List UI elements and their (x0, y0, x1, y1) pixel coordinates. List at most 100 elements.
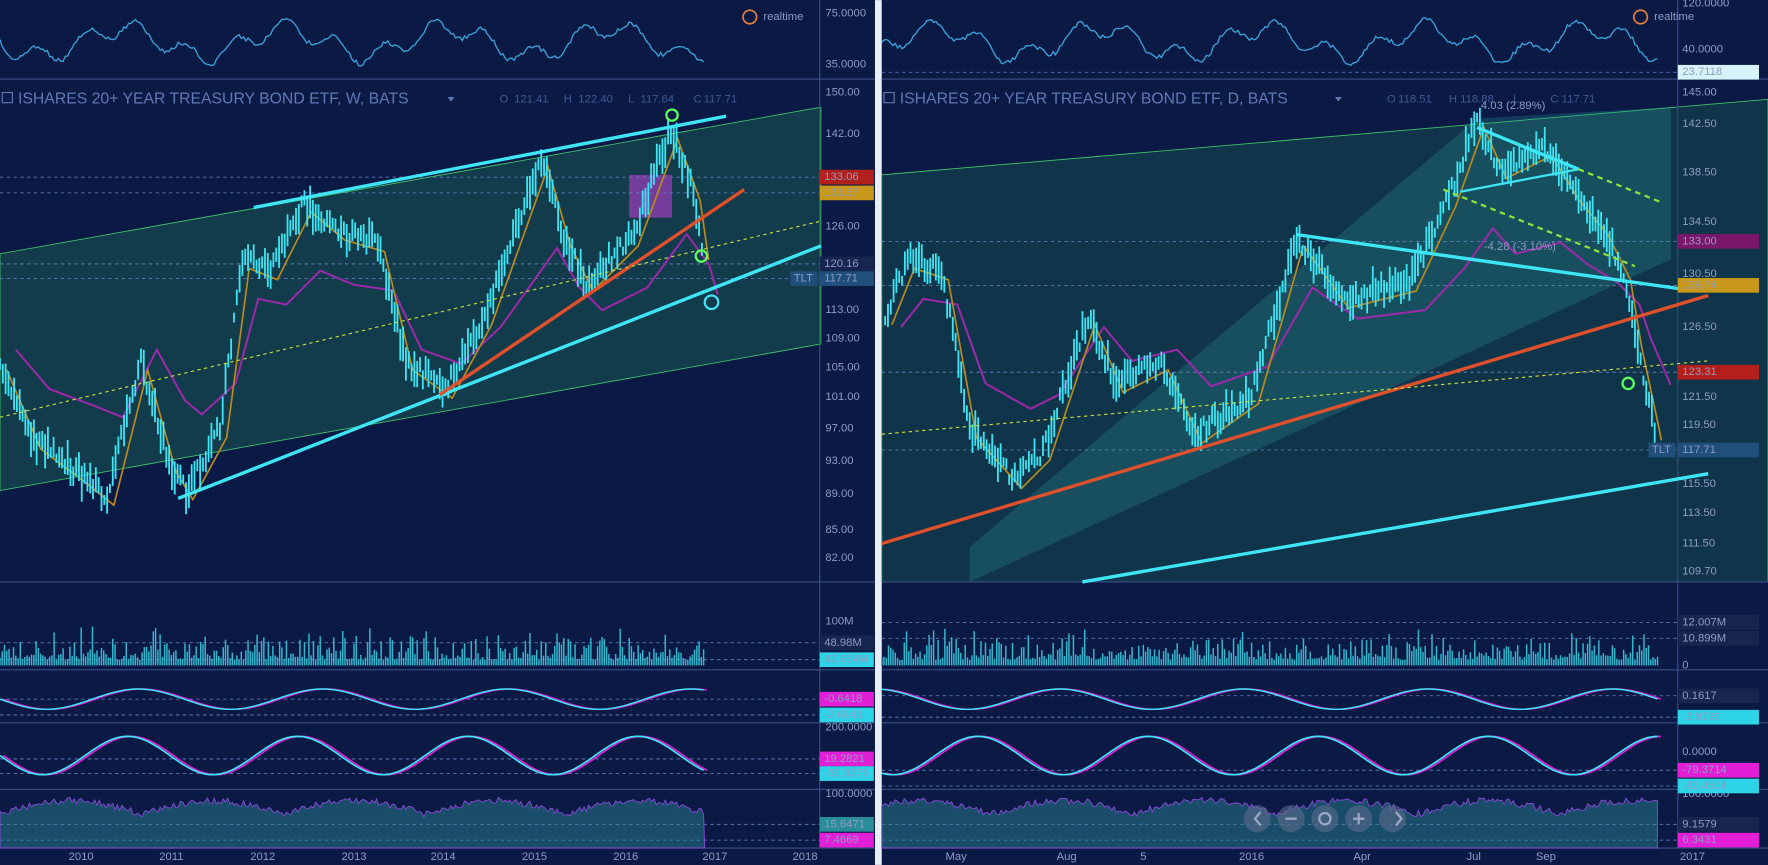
axis-label: 120.0000 (1682, 0, 1729, 9)
channel (0, 106, 822, 492)
price-badge (819, 169, 874, 185)
volume-bars (881, 628, 1659, 666)
date-label: Aug (1057, 851, 1077, 863)
date-label: 2014 (431, 851, 456, 863)
symbol-title: ISHARES 20+ YEAR TREASURY BOND ETF, D, B… (900, 90, 1288, 107)
date-label: 2016 (1239, 851, 1264, 863)
date-label: 2013 (342, 851, 367, 863)
axis-label: 0 (1682, 659, 1688, 671)
badge-label: 123.31 (1682, 366, 1716, 378)
price-badge (819, 707, 874, 723)
badge-label: 23.7118 (1682, 66, 1722, 78)
axis-label: 200.0000 (825, 721, 872, 733)
date-label: 2015 (522, 851, 547, 863)
trend-line (1476, 125, 1580, 171)
measure-label: -4.28 (-3.10%) (1484, 241, 1556, 253)
date-label: 2010 (69, 851, 94, 863)
symbol-label: TLT (1652, 444, 1671, 456)
axis-label: 111.50 (1682, 538, 1715, 550)
reset-glyph (1318, 811, 1332, 826)
nav-buttons (1243, 805, 1407, 833)
area-indicator (0, 796, 706, 849)
axis-label: 105.00 (825, 362, 859, 374)
ohlc-key: C (693, 93, 701, 105)
date-label: 5 (1140, 851, 1146, 863)
trend-line (438, 188, 746, 397)
trend-line (1296, 232, 1689, 292)
ohlc-value: 117.71 (704, 93, 738, 105)
badge-label: 120.16 (824, 258, 858, 270)
scroll-right[interactable] (1378, 805, 1407, 833)
axis-label: 35.0000 (825, 58, 866, 70)
date-label: 2017 (702, 851, 727, 863)
ohlc-key: L (1513, 93, 1519, 105)
last-badge (819, 271, 874, 286)
price-badge (1677, 364, 1759, 380)
badge-label: 15.6471 (824, 818, 865, 830)
badge-label: 131.57 (824, 187, 858, 199)
symbol-title: ISHARES 20+ YEAR TREASURY BOND ETF, W, B… (18, 90, 409, 107)
date-label: May (946, 851, 968, 863)
price-bars (0, 118, 703, 515)
oscillator (0, 17, 705, 67)
last-price: 117.71 (1682, 444, 1716, 456)
price-badge (819, 766, 874, 781)
ohlc-key: O (1387, 93, 1396, 105)
axis-label: 130.50 (1682, 268, 1716, 280)
axis-label: 93.00 (825, 455, 853, 467)
price-badge (819, 751, 874, 767)
axis-label: 121.50 (1682, 391, 1716, 403)
axis-label: 113.00 (825, 304, 859, 316)
badge-label: -79.3714 (1682, 764, 1726, 776)
ohlc-value: 122.40 (578, 93, 612, 105)
last-badge (1677, 442, 1759, 458)
dropdown (1335, 97, 1342, 102)
date-label: 2011 (159, 851, 183, 863)
volume-bars (0, 626, 705, 666)
panel-divider (874, 0, 882, 865)
scroll-left[interactable] (1243, 805, 1271, 833)
axis-label: 126.50 (1682, 321, 1716, 333)
ohlc-value: 118.51 (1398, 93, 1432, 105)
badge-label: -82.4504 (1682, 780, 1726, 792)
axis-label: 40.0000 (1682, 44, 1723, 56)
alert-icon[interactable] (742, 9, 758, 25)
trend-line (253, 114, 727, 210)
price-badge (1677, 234, 1759, 249)
trend-line (1578, 168, 1664, 205)
status: realtime (763, 11, 803, 23)
measure-label: 4.03 (2.89%) (1481, 100, 1546, 112)
alert-icon[interactable] (1632, 9, 1649, 25)
reset[interactable] (1311, 805, 1339, 833)
ohlc-key: H (564, 93, 572, 105)
badge-label: 10.899M (1682, 632, 1726, 644)
badge-label: 0.1617 (1682, 690, 1716, 702)
last-price: 117.71 (824, 273, 858, 285)
trend-line (1459, 168, 1579, 193)
price-badge (1677, 709, 1759, 725)
ohlc-key: C (1550, 93, 1558, 105)
macd-line (0, 688, 704, 711)
price-badge (1677, 278, 1759, 293)
arrows (1253, 811, 1404, 827)
axis-label: 100.0000 (825, 788, 872, 800)
price-badge (819, 816, 874, 832)
axis-label: 126.00 (825, 221, 859, 233)
badge-label: 48.98M (824, 637, 862, 649)
axis-label: 145.00 (1682, 87, 1716, 99)
mid-line (0, 220, 821, 418)
price-badge (1677, 816, 1759, 832)
date-label: Jul (1467, 851, 1481, 863)
axis-label: 100M (825, 615, 853, 627)
trend-line (1442, 188, 1636, 268)
badge-label: 129.74 (1682, 279, 1716, 291)
axis-label: 119.50 (1682, 419, 1716, 431)
ohlc-value: 121.41 (514, 93, 548, 105)
badge-label: 133.06 (824, 171, 858, 183)
date-label: Apr (1353, 851, 1371, 863)
badge-label: 7.4669 (824, 834, 858, 846)
axis-label: 109.00 (825, 332, 859, 344)
ohlc-key: H (1449, 93, 1457, 105)
symbol-badge (790, 271, 818, 286)
